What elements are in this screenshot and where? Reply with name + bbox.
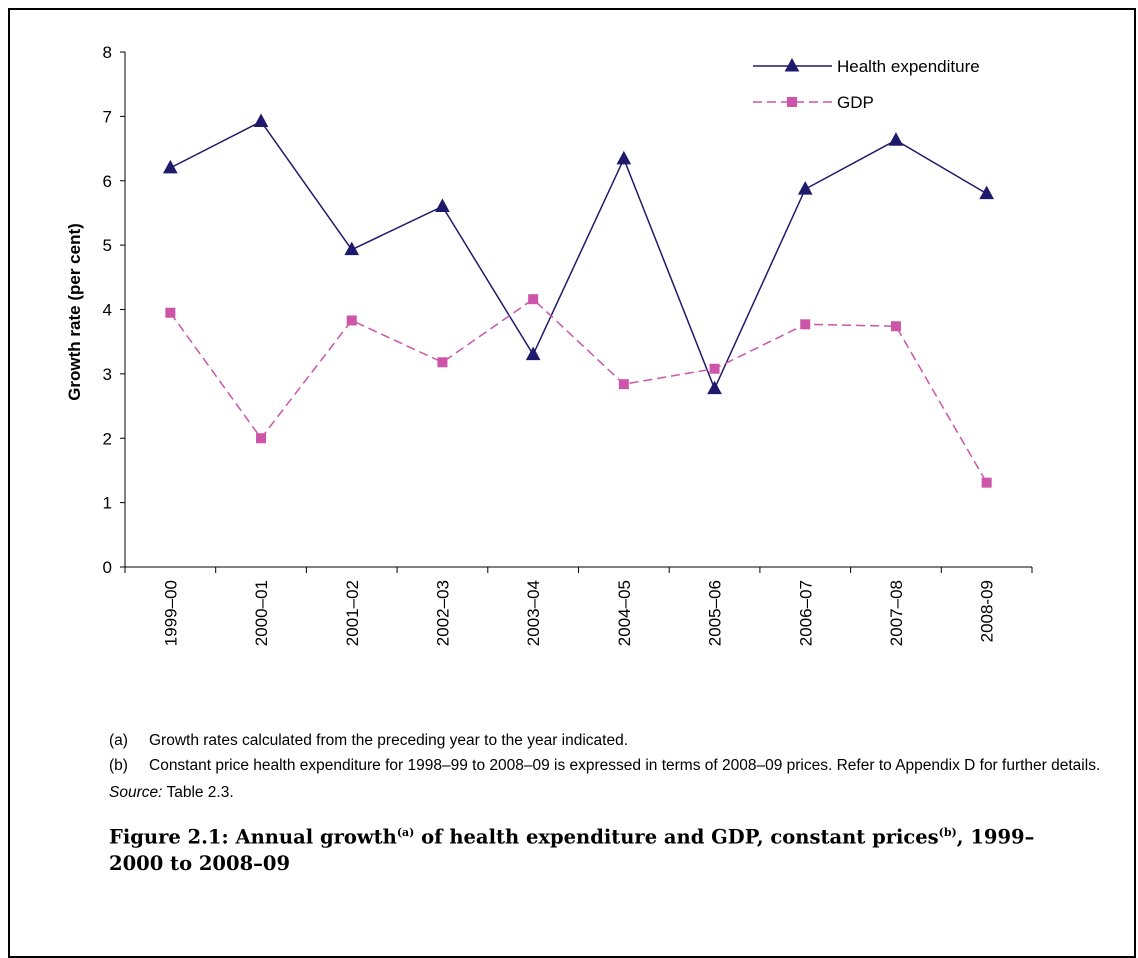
y-tick-label: 4 xyxy=(103,301,112,320)
series-health-expenditure xyxy=(163,113,994,395)
x-tick-label: 2000–01 xyxy=(252,580,271,646)
x-tick-label: 2007–08 xyxy=(887,580,906,646)
data-point-gdp xyxy=(256,433,267,444)
footnote-a-label: (a) xyxy=(109,732,128,749)
data-point-health-expenditure xyxy=(163,159,178,174)
legend-marker xyxy=(787,97,797,107)
figure-caption: Figure 2.1: Annual growth(a) of health e… xyxy=(109,820,1059,877)
legend-item-health-expenditure: Health expenditure xyxy=(753,57,980,76)
data-point-gdp xyxy=(618,379,629,390)
data-point-health-expenditure xyxy=(707,380,722,395)
line-chart: 0 1 2 3 4 5 6 7 8 1999–00 2000–01 2001–02 2002–03 20… xyxy=(65,43,1033,646)
data-point-health-expenditure xyxy=(253,113,269,128)
data-point-gdp xyxy=(981,477,992,488)
data-point-gdp xyxy=(346,315,357,326)
data-point-health-expenditure xyxy=(616,150,632,165)
legend-label: Health expenditure xyxy=(837,57,980,76)
series-line-gdp xyxy=(169,298,988,484)
y-tick-label: 0 xyxy=(103,558,112,577)
data-point-health-expenditure xyxy=(344,241,360,256)
data-point-health-expenditure xyxy=(797,181,813,195)
footnote-a-text: Growth rates calculated from the precedi… xyxy=(149,732,629,749)
footnote-a: (a) Growth rates calculated from the prec… xyxy=(109,730,628,751)
x-tick-label: 2003–04 xyxy=(524,580,543,646)
caption-sup-b: (b) xyxy=(938,826,957,839)
footnote-b-label: (b) xyxy=(109,757,128,774)
y-tick-label: 6 xyxy=(103,172,112,191)
data-point-gdp xyxy=(890,321,901,332)
y-axis-ticks: 0 1 2 3 4 5 6 7 8 xyxy=(103,43,125,577)
x-tick-label: 2004–05 xyxy=(615,580,634,646)
data-point-health-expenditure xyxy=(525,346,541,361)
caption-text-3: , 1999–2000 to 2008–09 xyxy=(109,825,1035,875)
source-note: Source: Table 2.3. xyxy=(109,784,234,802)
series-layer xyxy=(163,113,994,488)
x-tick-label: 2002–03 xyxy=(433,580,452,646)
series-gdp xyxy=(165,294,992,488)
x-tick-label: 2006–07 xyxy=(796,580,815,646)
legend-marker xyxy=(784,57,800,72)
x-tick-label: 1999–00 xyxy=(161,580,180,646)
footnote-b: (b) Constant price health expenditure for… xyxy=(109,755,1129,776)
caption-text-2: of health expenditure and GDP, constant … xyxy=(414,825,939,849)
data-point-gdp xyxy=(709,363,720,374)
data-point-gdp xyxy=(165,307,176,318)
series-line-health-expenditure xyxy=(170,120,988,391)
y-tick-label: 5 xyxy=(103,236,112,255)
data-point-gdp xyxy=(528,294,539,305)
source-label: Source: xyxy=(109,784,163,801)
caption-text-1: Figure 2.1: Annual growth xyxy=(109,825,397,849)
legend-label: GDP xyxy=(837,93,874,112)
x-tick-label: 2008-09 xyxy=(978,580,997,642)
caption-sup-a: (a) xyxy=(396,826,415,839)
footnote-b-text: Constant price health expenditure for 19… xyxy=(149,757,1101,774)
y-tick-label: 3 xyxy=(103,365,112,384)
x-tick-label: 2001–02 xyxy=(343,580,362,646)
legend-item-gdp: GDP xyxy=(753,93,874,112)
x-axis-ticks: 1999–00 2000–01 2001–02 2002–03 2003–04 2004–… xyxy=(124,567,1033,646)
data-point-health-expenditure xyxy=(888,132,904,146)
y-tick-label: 1 xyxy=(103,494,112,513)
y-axis-title: Growth rate (per cent) xyxy=(65,223,84,401)
data-point-health-expenditure xyxy=(435,198,450,212)
data-point-gdp xyxy=(437,357,448,368)
source-text: Table 2.3. xyxy=(162,784,234,801)
legend: Health expenditure GDP xyxy=(753,57,980,112)
y-tick-label: 2 xyxy=(103,429,112,448)
y-tick-label: 7 xyxy=(103,107,112,126)
y-tick-label: 8 xyxy=(103,43,112,62)
data-point-gdp xyxy=(800,319,811,330)
x-tick-label: 2005–06 xyxy=(706,580,725,646)
data-point-health-expenditure xyxy=(979,185,994,200)
